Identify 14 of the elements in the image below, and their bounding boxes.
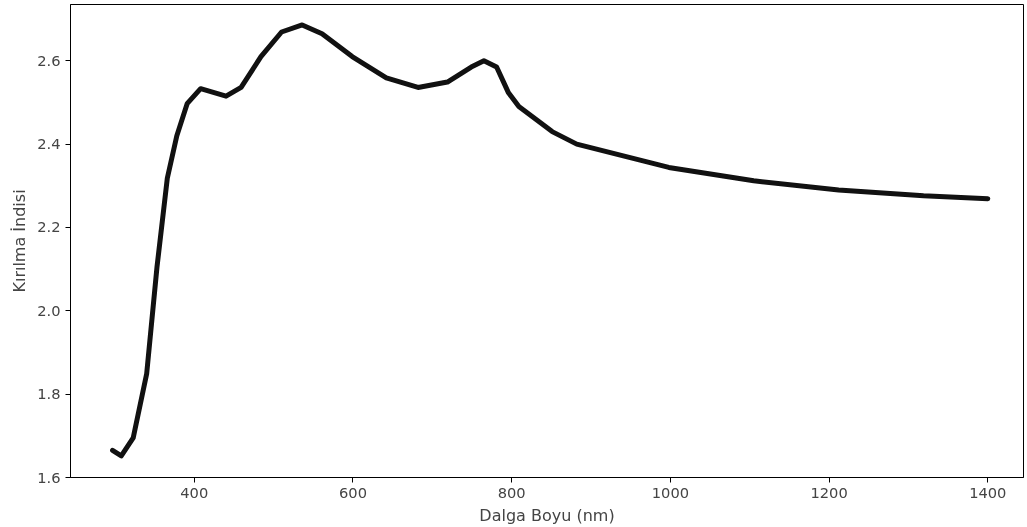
y-tick-label: 2.4 — [37, 135, 61, 153]
y-tick-label: 1.6 — [37, 468, 61, 486]
x-tick-label: 600 — [339, 483, 367, 501]
x-tick-label: 1000 — [651, 483, 690, 501]
y-tick-label: 1.8 — [37, 385, 61, 403]
y-tick-label: 2.2 — [37, 218, 61, 236]
x-tick-label: 400 — [180, 483, 209, 501]
x-tick-label: 1400 — [969, 483, 1007, 501]
y-tick-label: 2.0 — [37, 301, 61, 319]
y-tick-label: 2.6 — [37, 51, 61, 69]
x-tick-label: 1200 — [810, 483, 848, 501]
x-tick-label: 800 — [497, 483, 526, 501]
y-axis-title: Kırılma İndisi — [10, 189, 30, 293]
x-axis-title: Dalga Boyu (nm) — [479, 505, 615, 525]
